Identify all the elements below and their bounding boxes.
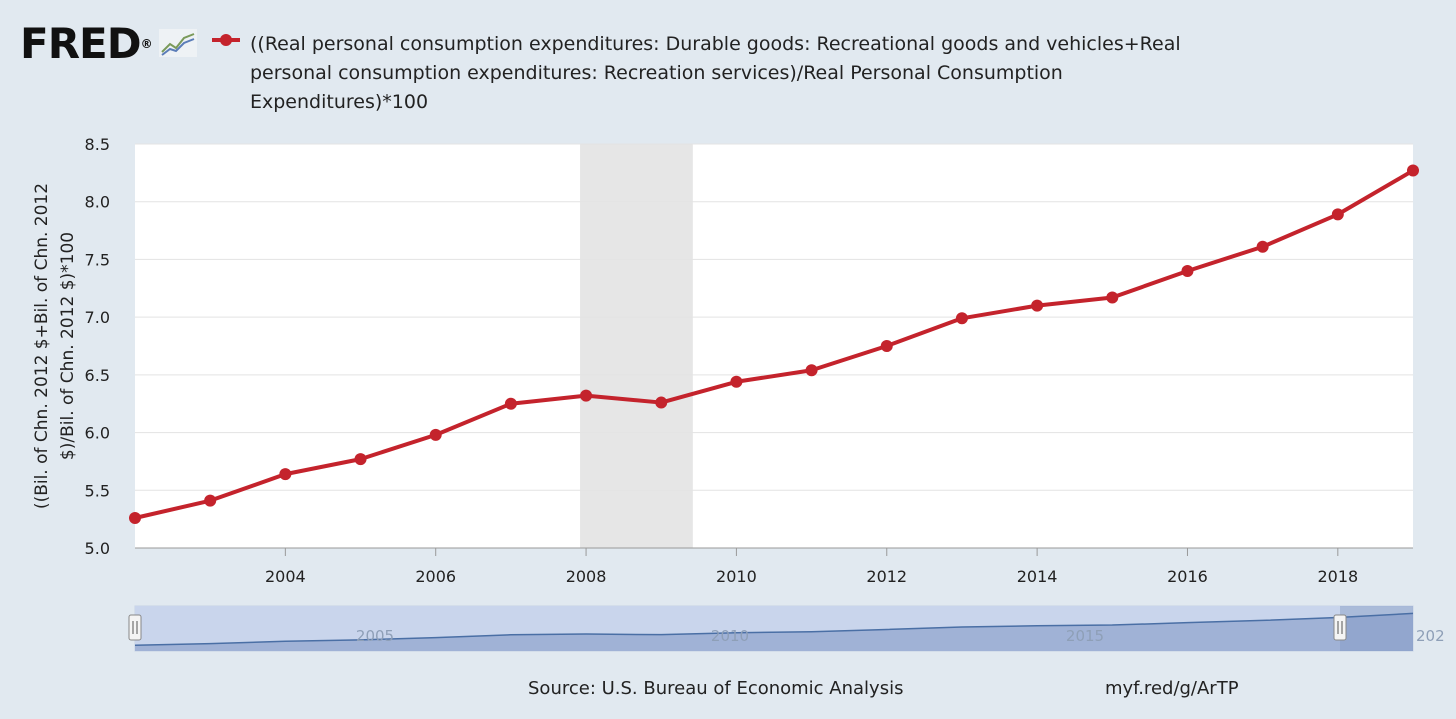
x-tick-label: 2018	[1317, 567, 1358, 586]
short-link[interactable]: myf.red/g/ArTP	[1105, 678, 1239, 699]
navigator-label: 202	[1416, 627, 1445, 645]
fred-logo[interactable]: FRED®	[20, 19, 153, 68]
y-tick-label: 5.0	[85, 539, 110, 558]
navigator-line	[134, 612, 1414, 647]
source-text: Source: U.S. Bureau of Economic Analysis	[528, 678, 904, 699]
x-tick-label: 2016	[1167, 567, 1208, 586]
plot-background	[135, 144, 1413, 548]
x-tick-label: 2004	[265, 567, 306, 586]
data-point	[580, 389, 593, 402]
y-tick-label: 8.0	[85, 193, 110, 212]
data-point	[805, 364, 818, 377]
data-point	[1106, 291, 1119, 304]
data-point	[880, 340, 893, 352]
data-point	[1031, 299, 1044, 312]
y-tick-label: 6.0	[85, 424, 110, 443]
navigator-handle[interactable]	[128, 614, 142, 641]
y-axis-title-line: $)/Bil. of Chn. 2012 $)*100	[58, 232, 78, 460]
navigator-label: 2010	[711, 627, 749, 645]
data-point	[1407, 164, 1419, 177]
line-graph-icon	[159, 29, 197, 57]
navigator-label: 2015	[1066, 627, 1104, 645]
data-point	[354, 453, 367, 466]
x-tick-label: 2014	[1017, 567, 1058, 586]
y-axis-title: ((Bil. of Chn. 2012 $+Bil. of Chn. 2012 $…	[32, 183, 78, 509]
y-tick-label: 6.5	[85, 366, 110, 385]
y-tick-label: 5.5	[85, 481, 110, 500]
data-point	[129, 511, 141, 524]
data-point	[1256, 240, 1269, 253]
series-line-layer	[129, 164, 1419, 524]
x-tick-label: 2012	[866, 567, 907, 586]
data-point	[504, 397, 517, 410]
data-point	[279, 468, 292, 481]
y-tick-label: 7.5	[85, 250, 110, 269]
data-point	[429, 428, 442, 441]
x-axis: 2004 2006 2008 2010 2012 2014 2016 2018	[135, 547, 1413, 586]
y-axis-title-line: ((Bil. of Chn. 2012 $+Bil. of Chn. 2012	[32, 183, 52, 509]
fred-logo-text: FRED	[20, 19, 142, 68]
x-tick-label: 2006	[415, 567, 456, 586]
legend-marker	[212, 34, 240, 46]
series-line	[134, 168, 1415, 520]
recession-shading-layer	[580, 144, 693, 548]
navigator-area	[135, 613, 1413, 651]
y-tick-label: 8.5	[85, 135, 110, 154]
data-point	[204, 494, 217, 507]
data-point	[1331, 208, 1344, 221]
legend-label[interactable]: ((Real personal consumption expenditures…	[250, 33, 1181, 113]
data-point	[730, 375, 743, 388]
x-tick-label: 2010	[716, 567, 757, 586]
navigator-label: 2005	[356, 627, 394, 645]
data-point	[955, 312, 968, 325]
recession-band	[580, 144, 693, 548]
data-point	[1181, 264, 1194, 277]
navigator-handle[interactable]	[1333, 614, 1347, 641]
y-axis: 5.0 5.5 6.0 6.5 7.0 7.5 8.0 8.5	[85, 135, 110, 558]
registered-mark: ®	[140, 37, 153, 51]
data-point	[655, 396, 668, 409]
x-tick-label: 2008	[566, 567, 607, 586]
y-tick-label: 7.0	[85, 308, 110, 327]
navigator[interactable]: 2005 2010 2015 202	[128, 605, 1445, 652]
